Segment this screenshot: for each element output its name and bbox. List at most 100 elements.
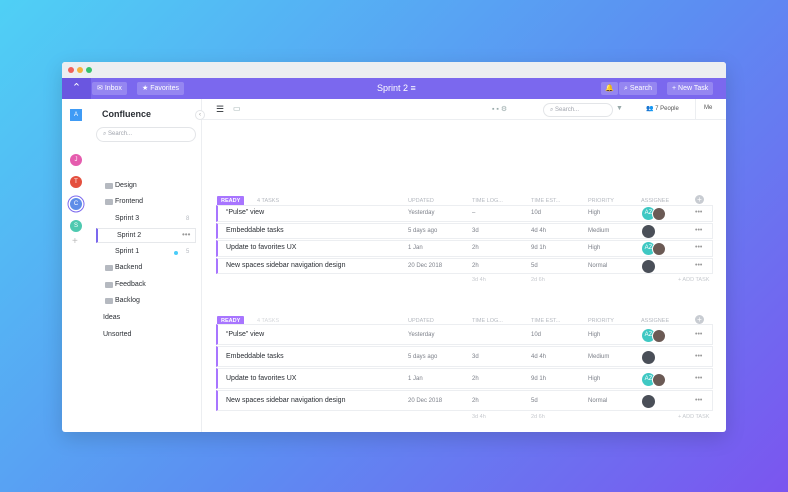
new-task-label: New Task: [678, 85, 709, 92]
page-title[interactable]: Sprint 2 ≡: [377, 83, 416, 93]
add-workspace[interactable]: +: [72, 236, 78, 247]
inbox-button[interactable]: ✉ Inbox: [92, 82, 127, 95]
workspace-avatar[interactable]: C: [70, 198, 82, 210]
sidebar-item-label: Sprint 3: [115, 215, 140, 222]
row-menu[interactable]: •••: [695, 209, 703, 217]
assignee-photo: [652, 328, 666, 343]
task-name: Update to favorites UX: [226, 374, 297, 382]
task-row[interactable]: “Pulse” view Yesterday – 10d High AZ •••: [216, 205, 713, 222]
task-name: “Pulse” view: [226, 209, 265, 217]
task-priority: Medium: [588, 227, 610, 234]
sidebar-item[interactable]: Unsorted: [96, 328, 196, 343]
sidebar-item-label: Design: [115, 182, 137, 189]
task-name: “Pulse” view: [226, 330, 265, 338]
list-view[interactable]: ☰: [216, 104, 225, 114]
workspace-avatar[interactable]: S: [70, 220, 82, 232]
total-time-est: 2d 6h: [531, 414, 545, 420]
task-updated: 20 Dec 2018: [408, 397, 443, 404]
search-label: Search: [629, 85, 653, 92]
folder-icon: [105, 199, 113, 205]
add-task[interactable]: + ADD TASK: [678, 277, 710, 283]
row-menu[interactable]: •••: [695, 374, 703, 382]
task-count: 4 TASKS: [257, 198, 280, 204]
sidebar-item[interactable]: Frontend: [96, 195, 196, 210]
min-dot[interactable]: [77, 67, 83, 73]
sidebar-item-label: Backend: [115, 264, 143, 271]
task-time-log: 2h: [472, 375, 479, 382]
column-header: PRIORITY: [588, 198, 614, 204]
task-name: New spaces sidebar navigation design: [226, 261, 346, 269]
add-task[interactable]: + ADD TASK: [678, 414, 710, 420]
sidebar-item-label: Sprint 2: [117, 232, 142, 239]
row-menu[interactable]: •••: [695, 244, 703, 252]
task-row[interactable]: Embeddable tasks 5 days ago 3d 4d 4h Medium •…: [216, 346, 713, 367]
row-menu[interactable]: •••: [695, 330, 703, 338]
close-dot[interactable]: [68, 67, 74, 73]
item-menu[interactable]: •••: [182, 230, 191, 239]
sidebar-item[interactable]: Sprint 1 5: [96, 245, 196, 260]
toolbar-search-placeholder: Search...: [555, 107, 580, 113]
column-header: TIME LOG...: [472, 198, 503, 204]
task-time-log: 3d: [472, 353, 479, 360]
task-updated: Yesterday: [408, 331, 435, 338]
item-count: 5: [186, 249, 190, 255]
assignee-photo: [642, 350, 655, 364]
sidebar-item-label: Frontend: [115, 198, 144, 205]
add-column[interactable]: +: [695, 315, 704, 324]
toolbar-search[interactable]: ⌕ Search...: [543, 103, 613, 117]
collapse-sidebar[interactable]: ‹: [195, 110, 205, 120]
board-view[interactable]: ▭: [233, 104, 241, 113]
row-menu[interactable]: •••: [695, 226, 703, 234]
workspace-avatar[interactable]: J: [70, 154, 82, 166]
me-filter[interactable]: Me: [695, 99, 726, 119]
folder-icon: [105, 183, 113, 189]
total-time-log: 3d 4h: [472, 414, 486, 420]
task-row[interactable]: Embeddable tasks 5 days ago 3d 4d 4h Medium •…: [216, 222, 713, 239]
task-time-est: 4d 4h: [531, 353, 547, 360]
task-time-est: 9d 1h: [531, 245, 547, 252]
task-time-est: 9d 1h: [531, 375, 547, 382]
sidebar-search[interactable]: ⌕ Search...: [96, 127, 196, 142]
favorites-button[interactable]: ★ Favorites: [137, 82, 185, 95]
new-task-button[interactable]: + New Task: [667, 82, 714, 95]
title-bar: [62, 62, 726, 78]
task-row[interactable]: New spaces sidebar navigation design 20 D…: [216, 390, 713, 411]
task-row[interactable]: “Pulse” view Yesterday 10d High AZ •••: [216, 324, 713, 345]
task-row[interactable]: Update to favorites UX 1 Jan 2h 9d 1h High AZ…: [216, 240, 713, 257]
task-time-log: 3d: [472, 227, 479, 234]
task-row[interactable]: Update to favorites UX 1 Jan 2h 9d 1h High AZ…: [216, 368, 713, 389]
sidebar-item[interactable]: Backlog: [96, 294, 196, 309]
task-row[interactable]: New spaces sidebar navigation design 20 D…: [216, 257, 713, 274]
sidebar-item[interactable]: Design: [96, 179, 196, 194]
total-time-est: 2d 6h: [531, 277, 545, 283]
sidebar-item[interactable]: Backend: [96, 261, 196, 276]
task-time-est: 5d: [531, 262, 538, 269]
filter[interactable]: ▼: [616, 105, 623, 112]
add-column[interactable]: +: [695, 195, 704, 204]
task-priority: Normal: [588, 262, 608, 269]
search-button[interactable]: ⌕ Search: [619, 82, 658, 95]
sidebar-item[interactable]: Sprint 3 8: [96, 212, 196, 227]
task-count: 4 TASKS: [257, 318, 280, 324]
notifications[interactable]: 🔔: [601, 82, 618, 95]
sidebar-title: Confluence: [102, 109, 152, 119]
workspace-avatar[interactable]: T: [70, 176, 82, 188]
row-menu[interactable]: •••: [695, 261, 703, 269]
row-menu[interactable]: •••: [695, 352, 703, 360]
sidebar-item[interactable]: Feedback: [96, 278, 196, 293]
logo[interactable]: ⌃: [62, 78, 91, 99]
task-updated: 5 days ago: [408, 353, 438, 360]
sidebar-item-label: Backlog: [115, 297, 140, 304]
assignee-initials: AZ: [642, 372, 655, 386]
sidebar-item[interactable]: Sprint 2 •••: [96, 228, 196, 243]
task-time-log: 2h: [472, 245, 479, 252]
assignee-photo: [642, 394, 655, 408]
sidebar-item[interactable]: Ideas: [96, 311, 196, 326]
people[interactable]: 👥 7 People: [646, 106, 679, 112]
max-dot[interactable]: [86, 67, 92, 73]
column-header: TIME EST...: [531, 198, 561, 204]
column-header: UPDATED: [408, 198, 434, 204]
workspace-avatar[interactable]: A: [70, 109, 82, 121]
row-menu[interactable]: •••: [695, 396, 703, 404]
toolbar-icons[interactable]: ▪ ▪ ⚙: [492, 106, 508, 113]
